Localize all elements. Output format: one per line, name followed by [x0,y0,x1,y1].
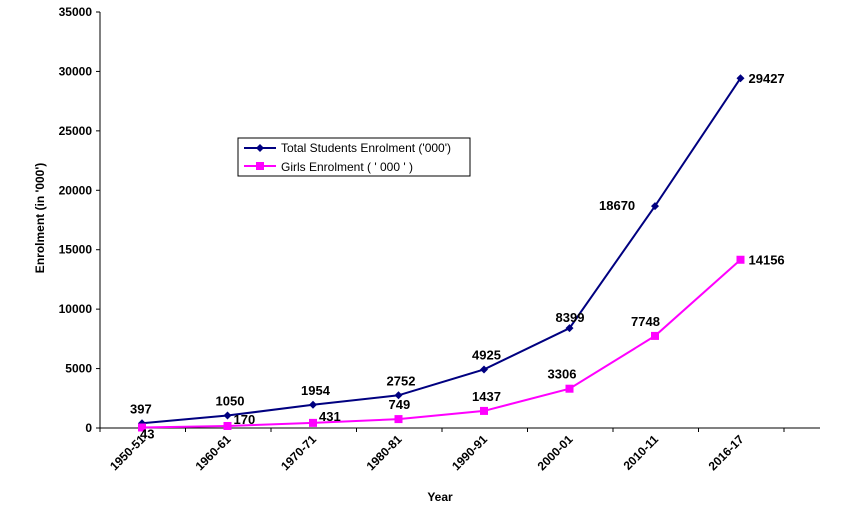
data-point [480,365,488,374]
y-tick-label: 10000 [59,302,93,316]
y-tick-label: 15000 [59,243,93,257]
data-label: 397 [130,401,152,416]
data-point [565,384,574,393]
series-line-1 [141,258,742,429]
data-point [651,202,659,211]
data-point [223,421,232,430]
data-label: 3306 [548,367,577,382]
data-label: 431 [319,409,341,424]
legend-box [237,137,471,177]
data-label: 4925 [472,347,501,362]
data-label: 1050 [216,394,245,409]
x-tick-label: 2000-01 [535,432,576,473]
data-point [394,415,403,424]
data-point [394,391,403,400]
data-label: 170 [234,412,256,427]
data-point [223,411,232,420]
x-tick-label: 1990-91 [449,432,490,473]
legend-label-total: Total Students Enrolment ('000') [281,141,451,155]
legend-marker-total [256,144,264,152]
x-tick-label: 2010-11 [621,432,662,473]
legend: Total Students Enrolment ('000') Girls E… [237,137,471,177]
data-point [309,418,317,427]
x-tick-label: 1960-61 [193,432,234,473]
y-axis-title: Enrolment (in '000') [33,163,47,273]
y-tick-label: 30000 [59,64,93,78]
axes [99,12,820,429]
x-tick-label: 1970-71 [278,432,319,473]
y-tick-label: 0 [85,421,92,435]
series-line-0 [141,77,742,425]
y-tick-label: 35000 [59,5,93,19]
y-axis-ticks: 0 5000 10000 15000 20000 25000 30000 35000 [59,5,100,435]
data-point [309,400,317,409]
data-label: 14156 [749,253,785,268]
x-tick-label: 1980-81 [364,432,405,473]
data-label: 29427 [749,71,785,86]
series-layer [138,74,745,432]
x-axis-ticks: 1950-51 1960-61 1970-71 1980-81 1990-91 2000-… [99,428,785,473]
data-point [565,324,574,333]
data-point [736,255,745,264]
y-tick-label: 5000 [65,362,92,376]
data-point [138,423,146,432]
legend-label-girls: Girls Enrolment ( ' 000 ' ) [281,160,413,174]
y-tick-label: 25000 [59,124,93,138]
data-label: 7748 [631,314,660,329]
data-point [480,406,488,415]
data-labels-layer: 397 1050 1954 2752 4925 8399 18670 29427 43 170 43… [130,71,785,441]
data-label: 2752 [387,373,416,388]
legend-marker-girls [256,162,264,170]
data-point [651,331,659,340]
y-tick-label: 20000 [59,183,93,197]
data-label: 1954 [301,383,331,398]
data-label: 1437 [472,389,501,404]
data-label: 8399 [556,310,585,325]
data-label: 749 [389,397,411,412]
data-point [736,74,745,83]
x-axis-title: Year [427,490,453,504]
data-label: 18670 [599,198,635,213]
data-label: 43 [140,426,154,441]
x-tick-label: 2016-17 [706,432,747,473]
